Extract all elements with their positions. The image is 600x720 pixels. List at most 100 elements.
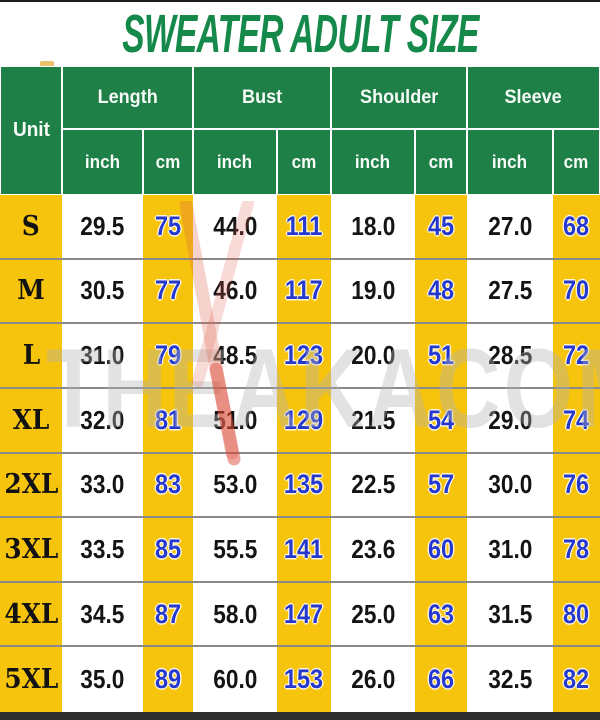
value-cell-3XL-1: 33.5 bbox=[62, 518, 143, 583]
value-cell-2XL-5: 22.5 bbox=[331, 453, 415, 519]
value-cell-3XL-2: 85 bbox=[143, 518, 193, 583]
value-cell-L-7: 28.5 bbox=[467, 324, 553, 389]
value-cell-5XL-2: 89 bbox=[143, 647, 193, 712]
value-cell-S-3: 44.0 bbox=[193, 195, 277, 260]
size-row-label-M: M bbox=[0, 259, 62, 325]
value-cell-XL-6: 54 bbox=[415, 388, 467, 454]
header-sub-bust-inch: inch bbox=[193, 129, 277, 195]
cell-text: 33.5 bbox=[80, 533, 125, 564]
cell-text: 31.5 bbox=[487, 598, 533, 629]
value-cell-M-5: 19.0 bbox=[331, 259, 415, 325]
value-cell-S-8: 68 bbox=[553, 195, 600, 260]
value-cell-4XL-1: 34.5 bbox=[62, 582, 143, 648]
header-sub-shoulder-cm: cm bbox=[415, 129, 467, 195]
value-cell-4XL-2: 87 bbox=[143, 582, 193, 648]
value-cell-XL-1: 32.0 bbox=[62, 388, 143, 454]
cell-text: 66 bbox=[427, 664, 455, 695]
header-group-bust: Bust bbox=[193, 66, 331, 129]
header-sub-sleeve-inch: inch bbox=[467, 129, 553, 195]
value-cell-S-6: 45 bbox=[415, 195, 467, 260]
header-sub-label: cm bbox=[155, 151, 181, 172]
header-sub-bust-cm: cm bbox=[277, 129, 331, 195]
value-cell-L-5: 20.0 bbox=[331, 324, 415, 389]
cell-text: 30.5 bbox=[80, 275, 125, 306]
cell-text: 48 bbox=[427, 275, 455, 306]
cell-text: 57 bbox=[427, 469, 455, 500]
cell-text: 18.0 bbox=[350, 210, 396, 241]
value-cell-M-4: 117 bbox=[277, 259, 331, 325]
smudge-mark bbox=[40, 61, 54, 67]
cell-text: 32.0 bbox=[80, 404, 125, 435]
cell-text: 30.0 bbox=[487, 469, 533, 500]
cell-text: 74 bbox=[563, 404, 590, 435]
size-table: Unit Length Bust Shoulder Sleeve inch cm… bbox=[0, 66, 600, 712]
value-cell-L-4: 123 bbox=[277, 324, 331, 389]
header-sub-label: inch bbox=[84, 151, 121, 172]
header-group-label: Bust bbox=[241, 86, 283, 108]
header-group-label: Shoulder bbox=[359, 86, 439, 108]
value-cell-4XL-5: 25.0 bbox=[331, 582, 415, 648]
value-cell-L-3: 48.5 bbox=[193, 324, 277, 389]
header-unit: Unit bbox=[0, 66, 62, 195]
cell-text: 68 bbox=[563, 210, 590, 241]
cell-text: 54 bbox=[427, 404, 455, 435]
cell-text: 141 bbox=[284, 533, 324, 564]
value-cell-3XL-5: 23.6 bbox=[331, 518, 415, 583]
value-cell-2XL-7: 30.0 bbox=[467, 453, 553, 519]
cell-text: 87 bbox=[154, 598, 182, 629]
cell-text: 85 bbox=[154, 533, 182, 564]
value-cell-S-5: 18.0 bbox=[331, 195, 415, 260]
value-cell-3XL-8: 78 bbox=[553, 518, 600, 583]
header-unit-label: Unit bbox=[12, 119, 50, 141]
cell-text: 19.0 bbox=[350, 275, 396, 306]
value-cell-5XL-5: 26.0 bbox=[331, 647, 415, 712]
cell-text: 72 bbox=[563, 340, 590, 371]
cell-text: 51 bbox=[427, 340, 455, 371]
cell-text: 29.5 bbox=[80, 210, 125, 241]
size-row-label-L: L bbox=[0, 324, 62, 389]
value-cell-2XL-2: 83 bbox=[143, 453, 193, 519]
value-cell-S-1: 29.5 bbox=[62, 195, 143, 260]
value-cell-5XL-3: 60.0 bbox=[193, 647, 277, 712]
value-cell-L-1: 31.0 bbox=[62, 324, 143, 389]
value-cell-2XL-3: 53.0 bbox=[193, 453, 277, 519]
cell-text: 25.0 bbox=[350, 598, 396, 629]
cell-text: 60.0 bbox=[212, 664, 258, 695]
value-cell-2XL-1: 33.0 bbox=[62, 453, 143, 519]
cell-text: 29.0 bbox=[487, 404, 533, 435]
cell-text: 26.0 bbox=[350, 664, 396, 695]
cell-text: 4XL bbox=[3, 598, 59, 630]
header-sub-label: inch bbox=[492, 151, 528, 172]
size-row-label-3XL: 3XL bbox=[0, 518, 62, 583]
cell-text: 60 bbox=[427, 533, 455, 564]
value-cell-3XL-6: 60 bbox=[415, 518, 467, 583]
value-cell-4XL-8: 80 bbox=[553, 582, 600, 648]
cell-text: 20.0 bbox=[350, 340, 396, 371]
header-sub-shoulder-inch: inch bbox=[331, 129, 415, 195]
header-group-shoulder: Shoulder bbox=[331, 66, 467, 129]
value-cell-M-7: 27.5 bbox=[467, 259, 553, 325]
value-cell-L-8: 72 bbox=[553, 324, 600, 389]
value-cell-3XL-4: 141 bbox=[277, 518, 331, 583]
cell-text: 79 bbox=[154, 340, 182, 371]
size-row-label-4XL: 4XL bbox=[0, 582, 62, 648]
value-cell-5XL-8: 82 bbox=[553, 647, 600, 712]
header-group-length: Length bbox=[62, 66, 193, 129]
value-cell-M-1: 30.5 bbox=[62, 259, 143, 325]
cell-text: 153 bbox=[284, 664, 324, 695]
value-cell-2XL-4: 135 bbox=[277, 453, 331, 519]
size-table-grid: Unit Length Bust Shoulder Sleeve inch cm… bbox=[0, 66, 600, 712]
value-cell-4XL-7: 31.5 bbox=[467, 582, 553, 648]
value-cell-4XL-3: 58.0 bbox=[193, 582, 277, 648]
value-cell-2XL-8: 76 bbox=[553, 453, 600, 519]
cell-text: 2XL bbox=[3, 469, 59, 501]
header-sub-length-inch: inch bbox=[62, 129, 143, 195]
value-cell-XL-5: 21.5 bbox=[331, 388, 415, 454]
cell-text: 32.5 bbox=[487, 664, 533, 695]
header-sub-label: inch bbox=[217, 151, 253, 172]
top-border-line bbox=[0, 0, 600, 2]
cell-text: XL bbox=[12, 404, 50, 436]
value-cell-XL-2: 81 bbox=[143, 388, 193, 454]
cell-text: 58.0 bbox=[212, 598, 258, 629]
